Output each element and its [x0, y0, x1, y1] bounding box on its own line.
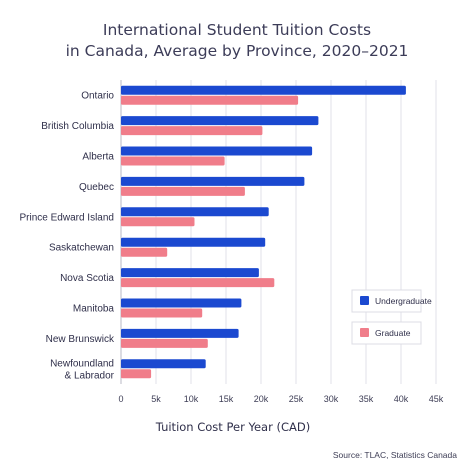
category-label: Manitoba — [73, 304, 115, 315]
bar-undergraduate — [121, 207, 269, 217]
category-label: British Columbia — [41, 121, 114, 132]
bar-undergraduate — [121, 359, 206, 369]
bar-graduate — [121, 217, 195, 227]
category-label: Quebec — [79, 182, 114, 193]
legend-label: Graduate — [375, 328, 411, 338]
source-note: Source: TLAC, Statistics Canada — [333, 450, 457, 460]
bar-graduate — [121, 186, 245, 196]
x-tick-label: 30k — [324, 394, 339, 404]
x-tick-label: 5k — [151, 394, 161, 404]
bar-graduate — [121, 95, 299, 105]
x-tick-label: 10k — [184, 394, 199, 404]
chart-title-line-2: in Canada, Average by Province, 2020–202… — [65, 42, 409, 60]
legend-label: Undergraduate — [375, 296, 432, 306]
x-tick-labels: 0 5k 10k 15k 20k 25k 30k 35k 40k 45k — [118, 394, 443, 404]
category-label: Nova Scotia — [60, 273, 114, 284]
bar-undergraduate — [121, 298, 242, 308]
bar-graduate — [121, 126, 263, 136]
bar-undergraduate — [121, 116, 319, 126]
category-label: Prince Edward Island — [20, 212, 115, 223]
x-tick-label: 0 — [118, 394, 123, 404]
bar-undergraduate — [121, 146, 313, 156]
bar-graduate — [121, 278, 275, 288]
bar-graduate — [121, 338, 208, 348]
chart-title-line-1: International Student Tuition Costs — [102, 21, 372, 39]
category-label: Saskatchewan — [49, 243, 114, 254]
bar-graduate — [121, 369, 152, 379]
bars — [121, 85, 406, 379]
category-label: & Labrador — [65, 370, 115, 381]
x-tick-label: 15k — [219, 394, 234, 404]
category-label: Alberta — [82, 152, 114, 163]
x-tick-label: 20k — [254, 394, 269, 404]
bar-undergraduate — [121, 85, 406, 95]
category-label: New Brunswick — [46, 334, 115, 345]
bar-undergraduate — [121, 328, 239, 338]
x-tick-label: 45k — [429, 394, 444, 404]
category-labels: Ontario British Columbia Alberta Quebec Prin… — [20, 91, 115, 382]
bar-undergraduate — [121, 268, 259, 278]
x-axis-title: Tuition Cost Per Year (CAD) — [155, 420, 310, 434]
bar-undergraduate — [121, 176, 305, 186]
category-label: Newfoundland — [50, 358, 114, 369]
legend-box — [351, 289, 422, 313]
category-label: Ontario — [81, 91, 114, 102]
legend-swatch — [360, 328, 369, 337]
bar-graduate — [121, 156, 225, 166]
legend-swatch — [360, 296, 369, 305]
bar-graduate — [121, 247, 168, 257]
bar-undergraduate — [121, 237, 266, 247]
x-tick-label: 40k — [394, 394, 409, 404]
x-tick-label: 25k — [289, 394, 304, 404]
legend: Undergraduate Graduate — [351, 289, 432, 345]
chart-title: International Student Tuition Costs in C… — [0, 20, 474, 62]
legend-box — [351, 321, 422, 345]
x-tick-label: 35k — [359, 394, 374, 404]
bar-graduate — [121, 308, 203, 318]
